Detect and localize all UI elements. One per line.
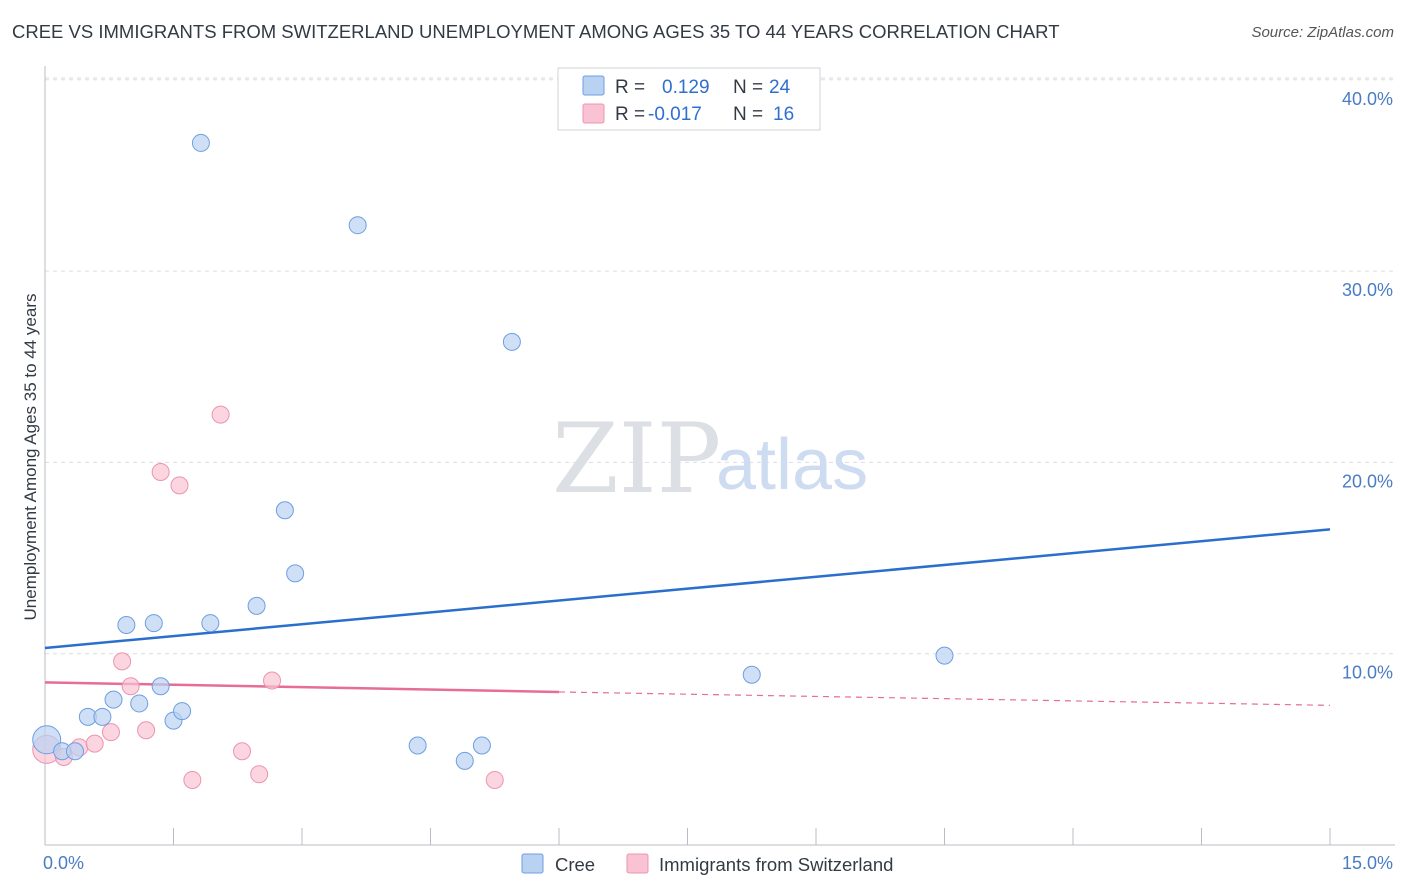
watermark: ZIP atlas [552, 403, 868, 515]
swiss-point-13 [250, 765, 269, 784]
x-tick-label-1: 15.0% [1342, 853, 1393, 873]
legend-swatch-swiss [582, 103, 605, 124]
legend-n-label-cree: N = [733, 77, 763, 98]
source-credit: Source: ZipAtlas.com [1251, 24, 1394, 41]
swiss-point-11 [211, 405, 230, 424]
trend-line-swiss-extension [558, 691, 1331, 706]
swiss-point-8 [151, 462, 170, 481]
cree-point-14 [247, 596, 266, 615]
tick-labels: 10.0% 20.0% 30.0% 40.0% 0.0% 15.0% [43, 89, 1393, 873]
data-points [32, 133, 954, 789]
cree-point-18 [408, 736, 427, 755]
y-tick-label-0: 10.0% [1342, 663, 1393, 683]
legend-r-value-swiss: -0.017 [648, 104, 702, 125]
legend-r-label-swiss: R = [615, 104, 645, 125]
chart-title: CREE VS IMMIGRANTS FROM SWITZERLAND UNEM… [12, 21, 1060, 42]
swiss-point-3 [85, 734, 104, 753]
cree-point-4 [93, 707, 112, 726]
swiss-point-10 [183, 770, 202, 789]
bottom-legend-swatch-cree [521, 853, 544, 874]
y-tick-label-3: 40.0% [1342, 89, 1393, 109]
legend-n-label-swiss: N = [733, 104, 763, 125]
cree-point-9 [151, 677, 170, 696]
y-axis-label: Unemployment Among Ages 35 to 44 years [21, 294, 40, 621]
cree-point-16 [286, 564, 305, 583]
trend-lines [44, 528, 1331, 706]
cree-point-19 [455, 751, 474, 770]
bottom-legend-swatch-swiss [626, 853, 649, 874]
cree-point-15 [275, 501, 294, 520]
cree-point-6 [117, 616, 136, 635]
y-tick-label-1: 20.0% [1342, 471, 1393, 491]
legend-r-value-cree: 0.129 [662, 77, 710, 98]
swiss-point-6 [121, 677, 140, 696]
watermark-zip: ZIP [552, 403, 721, 515]
cree-point-5 [104, 690, 123, 709]
grid-lines [45, 77, 1395, 655]
cree-point-17 [348, 216, 367, 235]
swiss-point-7 [137, 721, 156, 740]
swiss-point-5 [113, 652, 132, 671]
correlation-legend: R = 0.129 N = 24 R = -0.017 N = 16 [557, 67, 821, 131]
cree-point-7 [130, 694, 149, 713]
cree-point-22 [742, 665, 761, 684]
cree-point-8 [144, 614, 163, 633]
cree-point-2 [65, 742, 84, 761]
cree-point-23 [935, 646, 954, 665]
swiss-point-15 [485, 770, 504, 789]
bottom-legend: Cree Immigrants from Switzerland [521, 853, 893, 875]
legend-swatch-cree [582, 75, 605, 96]
swiss-point-9 [170, 476, 189, 495]
bottom-legend-swiss: Immigrants from Switzerland [659, 854, 893, 875]
bottom-legend-cree: Cree [555, 854, 595, 875]
trend-line-cree [44, 528, 1331, 650]
cree-point-12 [191, 133, 210, 152]
legend-n-value-cree: 24 [769, 77, 791, 98]
cree-point-21 [502, 332, 521, 351]
swiss-point-14 [263, 671, 282, 690]
cree-point-20 [472, 736, 491, 755]
legend-n-value-swiss: 16 [773, 104, 794, 125]
x-tick-label-0: 0.0% [43, 853, 84, 873]
cree-point-13 [201, 614, 220, 633]
legend-r-label-cree: R = [615, 77, 645, 98]
axes [44, 66, 1395, 846]
y-tick-label-2: 30.0% [1342, 280, 1393, 300]
cree-point-0 [32, 725, 62, 755]
cree-point-11 [173, 702, 192, 721]
swiss-point-4 [101, 723, 120, 742]
swiss-point-12 [233, 742, 252, 761]
watermark-atlas: atlas [716, 425, 868, 505]
